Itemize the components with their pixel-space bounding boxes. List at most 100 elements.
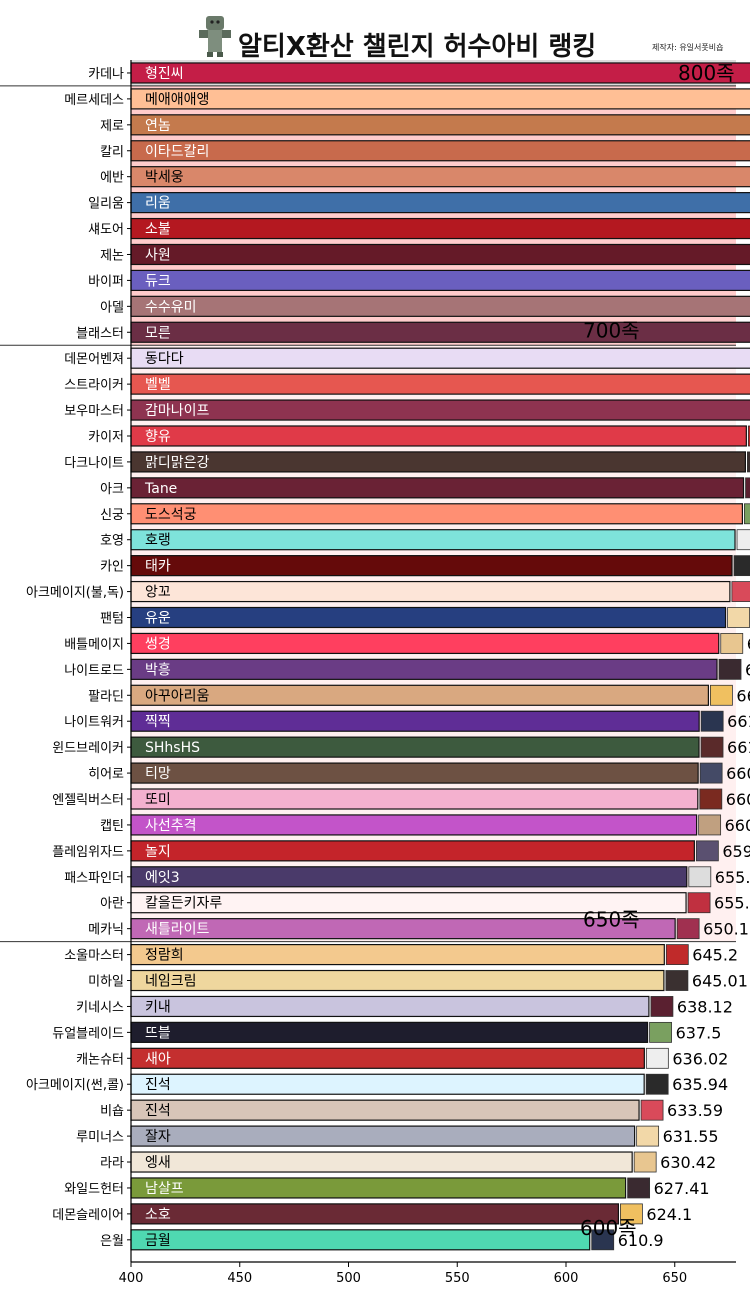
job-label: 미하일 xyxy=(88,975,124,990)
bar xyxy=(130,1177,627,1199)
value-label: 655.54 xyxy=(715,868,750,887)
character-avatar-icon xyxy=(698,814,722,836)
character-avatar-icon xyxy=(743,503,750,525)
character-avatar-icon xyxy=(591,1229,615,1251)
value-label: 659.02 xyxy=(722,842,750,861)
character-avatar-icon xyxy=(688,866,712,888)
bar-name-label: 박흥 xyxy=(145,662,171,678)
character-avatar-icon xyxy=(620,1203,643,1225)
job-label: 플레임위자드 xyxy=(52,845,124,860)
character-avatar-icon xyxy=(746,451,750,473)
tier-label: 600족 xyxy=(580,1216,637,1240)
x-tick-label: 550 xyxy=(445,1271,470,1286)
bar-name-label: 찍찍 xyxy=(145,714,171,730)
bar-name-label: 사선추격 xyxy=(145,818,197,834)
bar-name-label: 소불 xyxy=(145,222,171,238)
bar xyxy=(130,529,736,551)
bar-name-label: 남살프 xyxy=(145,1181,184,1197)
character-avatar-icon xyxy=(727,607,750,628)
job-label: 라라 xyxy=(100,1156,124,1171)
job-label: 비숍 xyxy=(100,1104,124,1119)
bar-name-label: 놀지 xyxy=(145,844,171,860)
bar xyxy=(130,62,750,84)
bar-name-label: 호랭 xyxy=(145,533,171,549)
job-label: 섀도어 xyxy=(88,223,124,238)
character-avatar-icon xyxy=(627,1177,651,1199)
bar-name-label: 형진씨 xyxy=(145,66,184,82)
bar xyxy=(130,503,743,525)
value-label: 638.12 xyxy=(677,997,733,1016)
character-avatar-icon xyxy=(665,944,689,965)
bar xyxy=(130,736,700,758)
value-label: 635.94 xyxy=(672,1075,728,1094)
bar xyxy=(130,710,700,732)
job-label: 배틀메이지 xyxy=(64,637,124,652)
value-label: 610.9 xyxy=(618,1231,664,1250)
bar xyxy=(130,1021,649,1043)
job-label: 다크나이트 xyxy=(64,456,124,471)
job-label: 나이트로드 xyxy=(64,663,124,678)
bar xyxy=(130,788,699,810)
value-label: 637.5 xyxy=(676,1023,722,1042)
bar xyxy=(130,632,720,655)
value-label: 665.47 xyxy=(736,686,750,705)
bar-name-label: 도스석궁 xyxy=(145,507,197,523)
bar xyxy=(130,969,665,992)
bar-name-label: 금월 xyxy=(145,1233,171,1249)
job-label: 은월 xyxy=(100,1234,124,1249)
character-avatar-icon xyxy=(718,658,742,680)
bar xyxy=(130,1203,620,1225)
bar xyxy=(130,451,746,473)
job-label: 아크 xyxy=(100,482,124,497)
value-label: 645.2 xyxy=(692,946,738,965)
bar xyxy=(130,243,750,266)
tier-label: 800족 xyxy=(678,61,735,85)
bar-name-label: 잘자 xyxy=(145,1129,171,1145)
value-label: 660.06 xyxy=(725,816,750,835)
job-label: 캐논슈터 xyxy=(76,1052,124,1067)
bar xyxy=(130,140,750,162)
bar xyxy=(130,1099,640,1121)
job-label: 윈드브레이커 xyxy=(52,741,124,756)
character-avatar-icon xyxy=(747,425,750,447)
bar xyxy=(130,217,750,240)
value-label: 627.41 xyxy=(654,1179,710,1198)
character-avatar-icon xyxy=(665,970,689,991)
bar-name-label: 유운 xyxy=(145,610,171,626)
job-label: 카인 xyxy=(100,560,124,575)
value-label: 660.75 xyxy=(726,764,750,783)
bar xyxy=(130,684,709,706)
bar xyxy=(130,425,747,447)
x-tick-label: 450 xyxy=(227,1271,252,1286)
bar xyxy=(130,1047,645,1069)
bar-name-label: 이타드칼리 xyxy=(145,144,209,160)
job-label: 아델 xyxy=(100,300,124,315)
bar xyxy=(130,477,745,499)
bar xyxy=(130,269,750,292)
character-avatar-icon xyxy=(695,840,719,862)
character-avatar-icon xyxy=(720,633,744,654)
job-label: 메르세데스 xyxy=(64,93,124,108)
job-label: 에반 xyxy=(100,171,124,186)
job-label: 제논 xyxy=(100,248,124,263)
character-avatar-icon xyxy=(645,1047,669,1069)
job-label: 아란 xyxy=(100,897,124,912)
job-label: 일리움 xyxy=(88,197,124,212)
job-label: 팬텀 xyxy=(100,611,124,626)
job-label: 칼리 xyxy=(100,145,124,160)
bar-name-label: 새아 xyxy=(145,1051,171,1067)
job-label: 키네시스 xyxy=(76,1000,124,1015)
bar xyxy=(130,580,731,603)
bar-name-label: 뜨블 xyxy=(145,1025,171,1041)
bar-name-label: 리움 xyxy=(145,196,171,212)
bar-name-label: 연놈 xyxy=(145,118,171,134)
bar xyxy=(130,840,695,862)
bar-name-label: 칼을든키자루 xyxy=(145,896,222,912)
job-label: 나이트워커 xyxy=(64,715,124,730)
value-label: 631.55 xyxy=(663,1127,719,1146)
chart-title: 알티X환산 챌린지 허수아비 랭킹 xyxy=(238,32,597,62)
character-avatar-icon xyxy=(649,1021,672,1043)
value-label: 669.43 xyxy=(745,660,750,679)
bar-name-label: 진석 xyxy=(145,1077,171,1093)
